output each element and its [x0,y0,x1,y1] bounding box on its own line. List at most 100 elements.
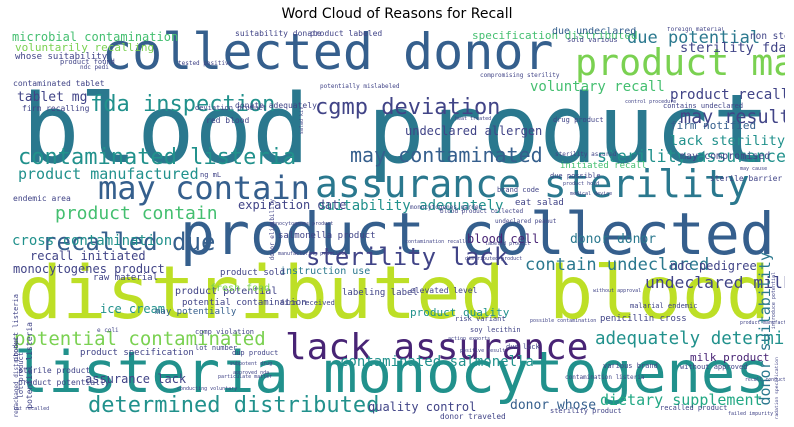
word-cloud-word: control procedure [625,99,677,105]
word-cloud-word: recalled due [42,228,216,256]
word-cloud-word: red blood [206,116,250,125]
word-cloud-word: positive result [460,348,506,354]
word-cloud-word: product manufactured [18,165,199,183]
word-cloud-word: potential listeria [25,322,34,409]
word-cloud-word: monocytogenes product [13,262,165,276]
word-cloud-word: product potential [175,286,278,297]
word-cloud-word: product quality [410,306,510,319]
word-cloud-word: due lack [506,343,540,351]
word-cloud-word: contains undeclared [663,102,744,110]
word-cloud-word: cgmp violation [195,328,255,336]
word-cloud-word: manufacturing practice [278,251,345,257]
word-cloud-word: risk variant [455,315,506,323]
word-cloud-word: sterility lack [306,243,509,271]
word-cloud-word: due undeclared [552,27,637,37]
word-cloud-word: lack sterility [670,133,785,149]
word-cloud: blood product distributed blood listeria m… [10,27,785,419]
word-cloud-word: blood product [22,73,770,185]
word-cloud-word: compromising sterility [480,72,560,79]
word-cloud-word: deviation product [195,104,267,112]
word-cloud-word: microbial contamination [12,30,179,44]
word-cloud-word: e coli [97,327,119,334]
word-cloud-word: expiration date [238,198,347,212]
word-cloud-word: product recalled [670,87,785,103]
word-cloud-word: elevated level [410,286,478,295]
word-cloud-word: fresh food [210,283,271,294]
word-cloud-word: distributed blood [18,251,771,336]
word-cloud-word: suitability adequately [318,198,504,214]
word-cloud-word: sterility assured [555,151,617,158]
word-cloud-word: collected donor [102,27,554,81]
word-cloud-word: product manufactured [740,321,785,326]
word-cloud-word: lot number [195,344,238,352]
word-cloud-word: monocytogenes product [270,221,334,227]
word-cloud-word: eat salad [515,198,564,208]
word-cloud-word: potential contaminated [14,328,266,350]
word-cloud-word: possible contamination [530,318,597,324]
word-cloud-word: without approval [593,288,642,294]
word-cloud-word: sterility product [550,407,622,415]
word-cloud-word: due possible [550,172,601,180]
word-cloud-word: contaminated listeria [18,145,297,170]
word-cloud-word: donor eligibility [269,199,276,261]
word-cloud-word: drug product [553,116,604,124]
word-cloud-word: soy lecithin [470,326,521,334]
word-cloud-word: raw material [93,273,159,283]
word-cloud-word: recall initiated [30,249,146,263]
word-cloud-word: whose suitability [15,52,108,62]
word-cloud-word: donate adequately [235,101,317,110]
figure-title: Word Cloud of Reasons for Recall [281,6,513,22]
word-cloud-word: ice cream [100,302,166,316]
word-cloud-word: potential contamination [182,298,307,308]
word-cloud-word: sold various [567,36,618,44]
word-cloud-word: medical device [570,191,613,197]
word-cloud-word: particulate matter [218,374,273,380]
word-cloud-word: quality control [368,400,477,414]
word-cloud-word: may compromised [680,151,771,162]
word-cloud-word: blood cell [467,232,540,246]
word-cloud-word: undeclared allergen [405,124,543,138]
word-cloud-word: assurance lack [85,372,187,386]
word-cloud-word: labeled product [485,241,531,247]
word-cloud-word: donor donor [570,232,657,247]
word-cloud-word: dietary supplement [600,391,763,409]
word-cloud-word: contaminated tablet [13,79,105,88]
word-cloud-word: lot recalled [13,406,50,412]
word-cloud-word: malarial endemic [630,302,698,310]
word-cloud-word: product may [575,41,785,84]
word-cloud-word: undeclared milk [645,273,785,292]
word-cloud-word: cgmp deviation [315,95,501,120]
word-cloud-word: voluntarily recalling [15,41,155,54]
word-cloud-word: recall conducted [745,378,785,383]
word-cloud-word: recalled product [660,404,728,412]
word-cloud-word: contamination recalled [405,239,472,245]
word-cloud-word: donor traveled [440,412,506,419]
word-cloud-word: sterile barrier [710,174,783,183]
word-cloud-word: salad kit [299,107,305,135]
word-cloud-word: listeria monocytogenes [14,340,770,406]
word-cloud-word: may contaminated [350,143,543,167]
word-cloud-word: voluntary recall [530,79,665,95]
word-cloud-word: endemic area [13,194,71,203]
word-cloud-word: firm notified [670,119,757,132]
word-cloud-word: various brand [603,362,658,370]
word-cloud-word: determined distributed [88,393,380,418]
word-cloud-word: donor whose [510,398,597,413]
word-cloud-word: subpotent drug [230,361,273,367]
word-cloud-word: product potentially [18,378,110,387]
word-cloud-word: may potentially [155,307,237,317]
word-cloud-word: without approved [680,363,748,371]
word-cloud-word: action exports [448,336,491,342]
word-cloud-word: adequately determined [595,329,785,349]
word-cloud-word: conducting voluntary [177,386,238,392]
word-cloud-word: product sold [220,268,286,278]
word-cloud-word: ng mL [200,171,222,179]
word-cloud-word: degradation specification [775,357,780,419]
word-cloud-word: distributed product [465,256,523,262]
word-cloud-word: may contain [98,169,310,207]
word-cloud-word: brand code [497,186,540,194]
word-cloud-word: assurance sterility [315,162,750,206]
word-cloud-word: non sterile [750,31,785,42]
word-cloud-word: heat treated [455,116,492,122]
word-cloud-word: cross contamination [12,233,173,249]
